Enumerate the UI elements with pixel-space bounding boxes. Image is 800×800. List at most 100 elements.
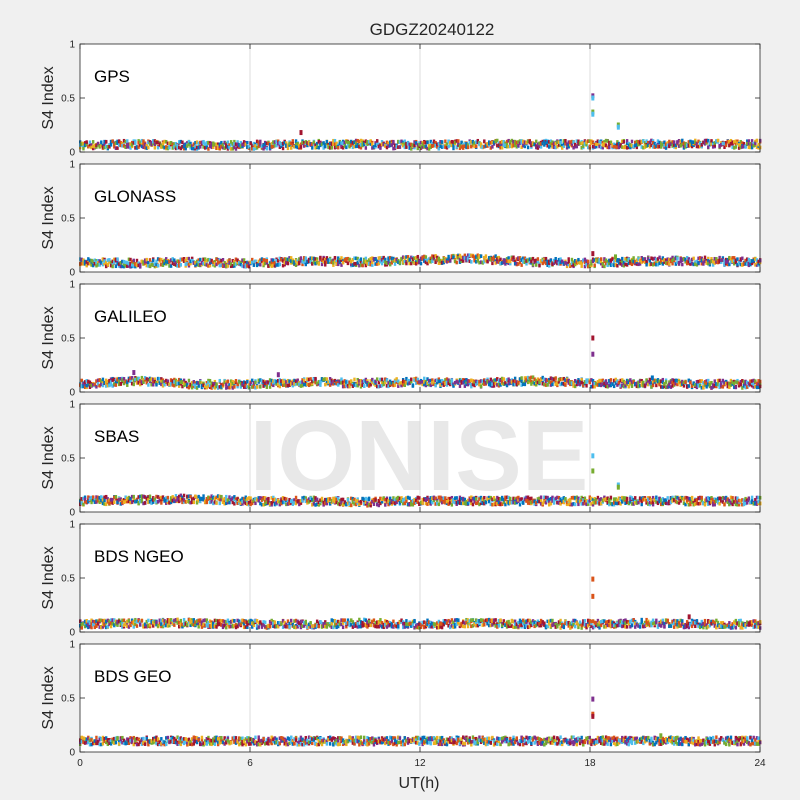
data-point (272, 379, 275, 383)
data-point (324, 142, 327, 147)
data-point (278, 141, 282, 145)
data-point (637, 380, 640, 385)
data-point (356, 138, 359, 143)
data-point (129, 142, 132, 146)
data-point (314, 380, 317, 385)
data-point (757, 142, 760, 147)
data-point (371, 377, 374, 382)
data-point (635, 262, 639, 266)
data-point (356, 260, 359, 265)
data-point (367, 503, 371, 507)
data-point (426, 261, 429, 266)
data-point (596, 380, 600, 384)
data-point (410, 255, 413, 260)
data-point (632, 502, 635, 506)
data-point (233, 259, 236, 264)
data-point (515, 498, 518, 503)
data-point (145, 377, 148, 381)
data-point (267, 496, 270, 501)
data-point (177, 261, 181, 265)
data-point (246, 260, 249, 265)
data-point (548, 380, 551, 384)
data-point (647, 502, 650, 506)
data-point (658, 261, 661, 266)
data-point (465, 255, 468, 260)
data-point (220, 497, 223, 502)
data-point (252, 141, 256, 146)
data-point (596, 383, 600, 387)
data-point (393, 143, 397, 148)
data-point (324, 258, 327, 262)
data-point (583, 139, 587, 144)
data-point (536, 142, 540, 147)
data-point (356, 383, 359, 388)
data-point (189, 500, 192, 505)
data-point (586, 502, 590, 506)
data-point (734, 259, 738, 264)
data-point (426, 502, 429, 506)
data-point (103, 145, 106, 150)
data-point (733, 381, 736, 386)
data-points (79, 493, 762, 508)
data-point (733, 379, 736, 384)
data-point (416, 380, 419, 385)
data-point (147, 377, 150, 382)
data-point (666, 261, 669, 266)
data-point (604, 384, 608, 389)
data-point (669, 259, 673, 264)
data-point (106, 379, 109, 384)
data-point (265, 259, 269, 263)
data-point (119, 141, 122, 145)
data-point (565, 145, 569, 150)
data-point (681, 257, 684, 262)
data-point (466, 253, 470, 258)
data-point (385, 145, 389, 150)
data-point (392, 500, 395, 505)
data-point (694, 140, 697, 145)
data-point (629, 500, 632, 504)
data-point (611, 143, 614, 147)
data-point (291, 498, 295, 503)
data-point (195, 386, 199, 390)
data-point (595, 144, 598, 149)
data-point (582, 383, 585, 388)
data-point (153, 497, 157, 502)
data-point (324, 499, 327, 504)
data-point (629, 259, 632, 264)
data-point (444, 259, 447, 263)
data-point (142, 494, 145, 499)
data-point (388, 143, 392, 148)
data-point (431, 496, 434, 501)
data-point (721, 378, 725, 383)
data-point (116, 257, 119, 261)
data-point (194, 383, 197, 387)
data-point (525, 498, 528, 503)
data-point (330, 145, 333, 150)
data-point (476, 501, 480, 505)
data-point (543, 143, 546, 147)
data-point (367, 497, 371, 502)
data-point (96, 263, 100, 267)
data-point (541, 375, 544, 380)
data-point (544, 261, 548, 266)
data-point (645, 259, 648, 264)
data-point (126, 139, 129, 143)
data-point (350, 262, 353, 267)
data-point (421, 257, 424, 261)
data-point (340, 256, 343, 260)
data-point (356, 380, 359, 384)
data-point (212, 496, 215, 500)
data-point (687, 140, 690, 144)
data-point (273, 143, 277, 148)
data-point (348, 257, 351, 262)
data-point (80, 378, 84, 383)
data-point (228, 384, 231, 388)
data-point (82, 141, 85, 146)
data-point (672, 378, 676, 383)
data-point (552, 501, 556, 505)
data-point (121, 259, 124, 264)
data-point (363, 378, 366, 383)
data-point (137, 376, 140, 381)
data-point (601, 382, 604, 387)
data-point (549, 376, 553, 381)
